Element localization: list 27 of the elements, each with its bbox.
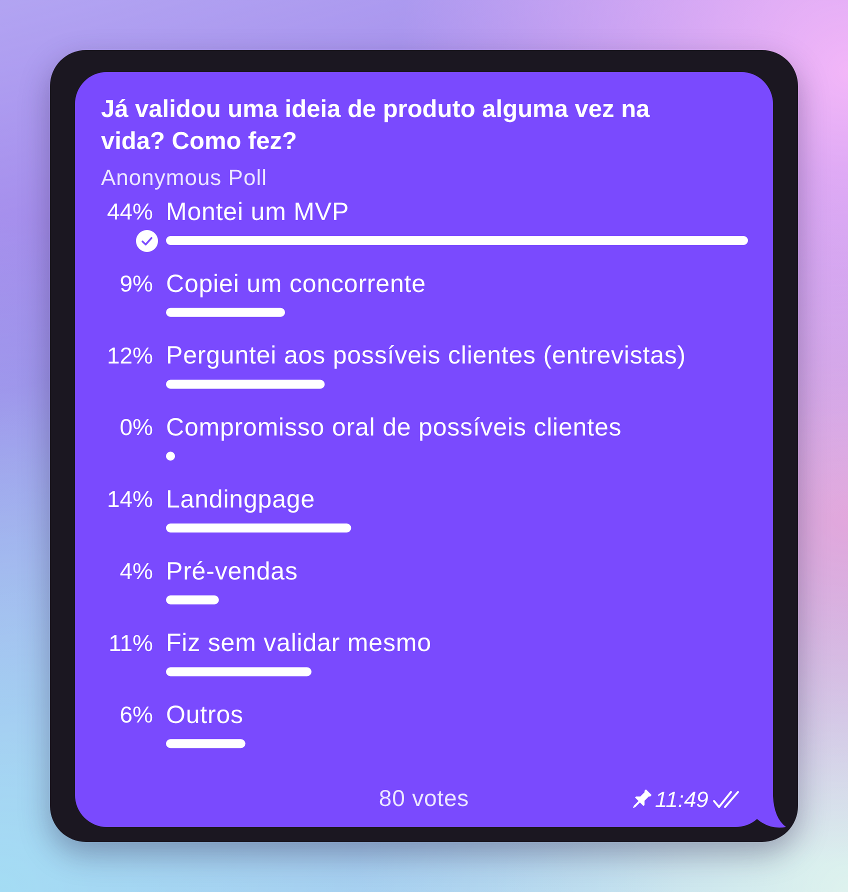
bar xyxy=(166,739,246,748)
y-tick-label: Fiz sem validar mesmo xyxy=(166,629,432,658)
bar xyxy=(166,380,325,389)
text: 11:49 xyxy=(655,786,708,814)
data-label: 44% xyxy=(106,198,153,224)
y-tick-label: Montei um MVP xyxy=(166,198,350,226)
data-label: 4% xyxy=(120,558,153,584)
y-tick-label: Outros xyxy=(166,701,244,730)
data-label: 0% xyxy=(120,414,153,440)
y-tick-label: Landingpage xyxy=(166,485,315,514)
data-label: 11% xyxy=(108,630,153,656)
data-label: 9% xyxy=(120,270,153,296)
chart-subtitle: Anonymous Poll xyxy=(101,164,267,192)
data-label: 14% xyxy=(106,486,153,512)
bar xyxy=(166,595,219,604)
y-tick-label: Compromisso oral de possíveis clientes xyxy=(166,414,622,442)
bar xyxy=(166,236,748,245)
y-tick-label: Perguntei aos possíveis clientes (entrevistas) xyxy=(166,342,686,370)
bar xyxy=(166,308,286,317)
text: 80 votes xyxy=(378,784,470,812)
chart-title: Já validou uma ideia de produto alguma vez na vida? Como fez? xyxy=(101,95,651,157)
bar xyxy=(166,667,312,676)
y-tick-label: Pré-vendas xyxy=(166,557,298,586)
data-label: 12% xyxy=(106,342,153,368)
y-tick-label: Copiei um concorrente xyxy=(166,270,426,298)
data-label: 6% xyxy=(120,702,153,728)
bar xyxy=(166,524,352,532)
